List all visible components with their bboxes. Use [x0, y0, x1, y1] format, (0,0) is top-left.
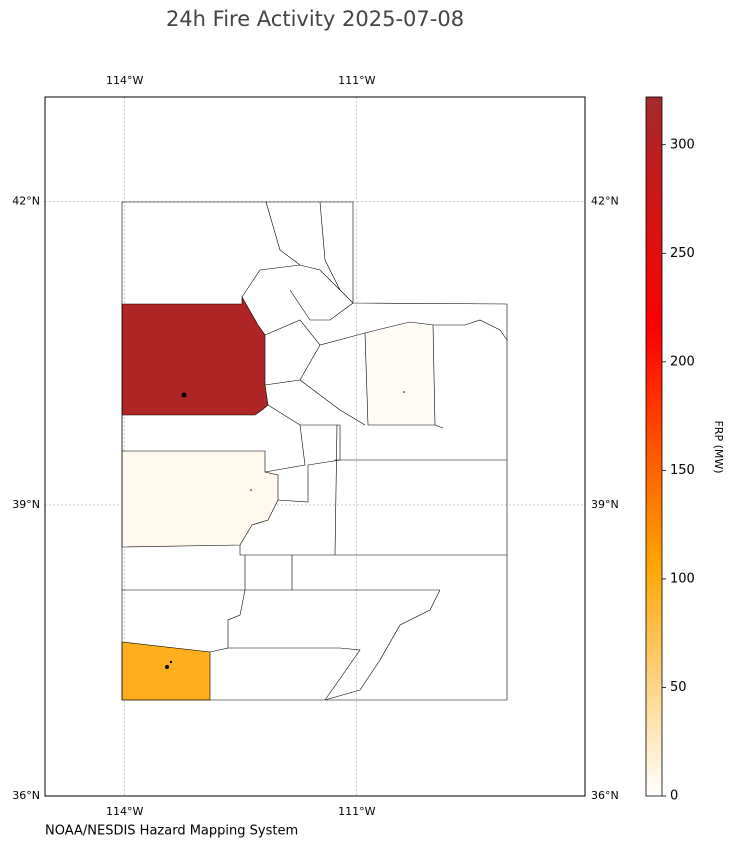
county: [121, 295, 269, 416]
colorbar-label: FRP (MW): [712, 420, 725, 473]
colorbar: [645, 96, 663, 797]
county: [121, 450, 279, 548]
fire-detection: [403, 391, 405, 393]
y-tick-label: 42°N: [591, 194, 619, 207]
x-tick-label: 111°W: [338, 805, 375, 818]
colorbar-tick-label: 250: [670, 246, 695, 261]
y-tick-label: 42°N: [12, 194, 40, 207]
chart-title: 24h Fire Activity 2025-07-08: [166, 7, 464, 31]
state-outline: [121, 201, 508, 701]
fire-detection: [169, 660, 173, 664]
colorbar-tick-label: 100: [670, 571, 695, 586]
x-tick-label: 114°W: [106, 805, 143, 818]
county-lines: [121, 201, 508, 701]
y-tick-label: 36°N: [591, 789, 619, 802]
colorbar-tick-label: 200: [670, 354, 695, 369]
fire-detection: [250, 489, 252, 491]
colorbar-tick-label: 150: [670, 463, 695, 478]
x-tick-label: 111°W: [338, 74, 375, 87]
y-tick-label: 39°N: [591, 498, 619, 511]
fire-detection: [165, 665, 169, 669]
source-note: NOAA/NESDIS Hazard Mapping System: [45, 824, 298, 839]
map: [121, 201, 508, 701]
y-tick-label: 36°N: [12, 789, 40, 802]
colorbar-tick-label: 300: [670, 137, 695, 152]
map-frame: [44, 96, 586, 797]
colorbar-tick-label: 0: [670, 789, 678, 804]
x-tick-label: 114°W: [106, 74, 143, 87]
county: [121, 641, 211, 701]
y-tick-label: 39°N: [12, 498, 40, 511]
fire-detection: [181, 392, 187, 398]
county: [364, 321, 436, 426]
colorbar-tick-label: 50: [670, 680, 687, 695]
